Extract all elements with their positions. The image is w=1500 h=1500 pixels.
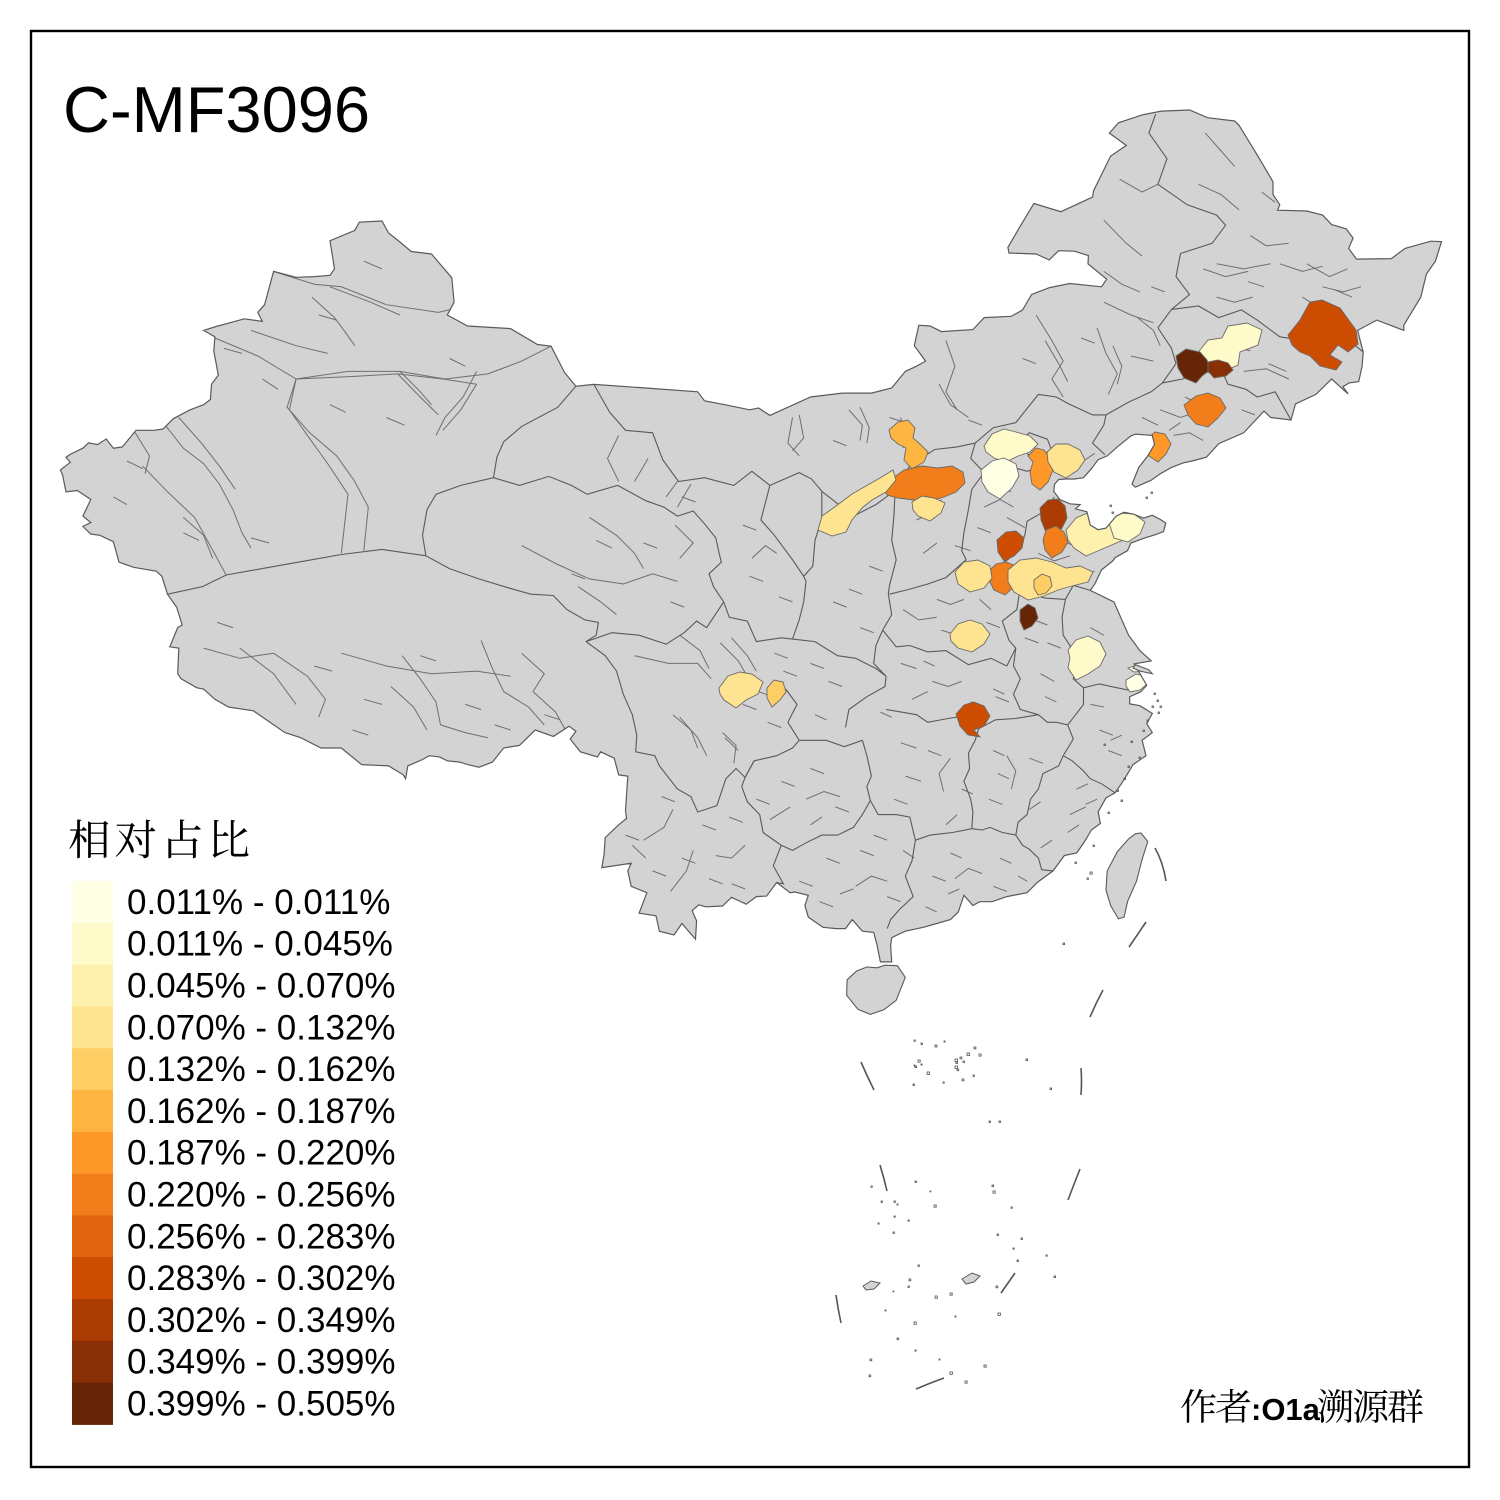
svg-text:0.011% - 0.011%: 0.011% - 0.011%	[127, 883, 390, 922]
svg-text:0.399% - 0.505%: 0.399% - 0.505%	[127, 1385, 396, 1424]
svg-text:0.045% - 0.070%: 0.045% - 0.070%	[127, 967, 396, 1006]
svg-text:0.302% - 0.349%: 0.302% - 0.349%	[127, 1301, 396, 1340]
svg-text:0.187% - 0.220%: 0.187% - 0.220%	[127, 1134, 396, 1173]
svg-text:0.283% - 0.302%: 0.283% - 0.302%	[127, 1259, 396, 1298]
svg-text::O1a: :O1a	[1251, 1392, 1321, 1427]
svg-text:0.256% - 0.283%: 0.256% - 0.283%	[127, 1217, 396, 1256]
svg-text:C-MF3096: C-MF3096	[63, 73, 370, 146]
svg-text:0.162% - 0.187%: 0.162% - 0.187%	[127, 1092, 396, 1131]
svg-text:0.070% - 0.132%: 0.070% - 0.132%	[127, 1008, 396, 1047]
svg-text:0.220% - 0.256%: 0.220% - 0.256%	[127, 1176, 396, 1215]
svg-text:0.349% - 0.399%: 0.349% - 0.399%	[127, 1343, 396, 1382]
svg-text:0.132% - 0.162%: 0.132% - 0.162%	[127, 1050, 396, 1089]
svg-text:0.011% - 0.045%: 0.011% - 0.045%	[127, 925, 393, 964]
